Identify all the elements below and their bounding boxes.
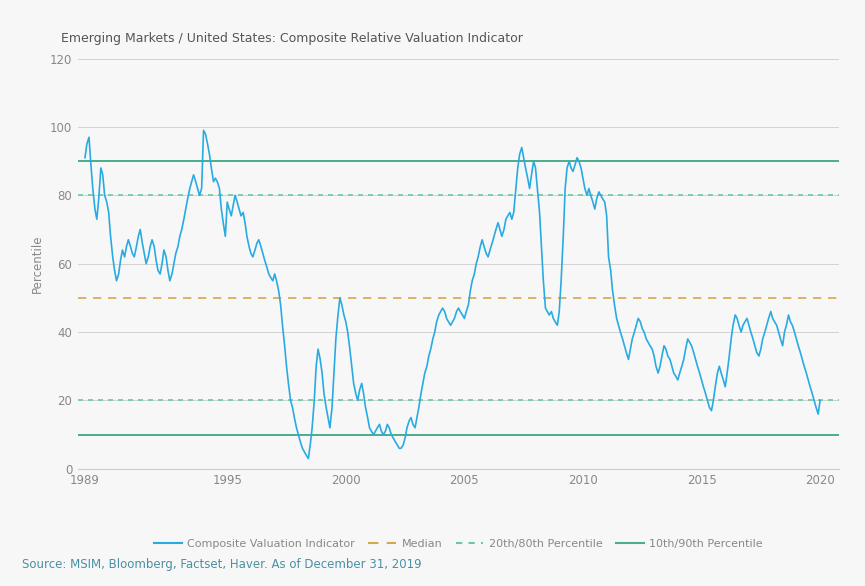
Text: Emerging Markets / United States: Composite Relative Valuation Indicator: Emerging Markets / United States: Compos… (61, 32, 522, 45)
Y-axis label: Percentile: Percentile (31, 234, 44, 293)
Text: Source: MSIM, Bloomberg, Factset, Haver. As of December 31, 2019: Source: MSIM, Bloomberg, Factset, Haver.… (22, 558, 421, 571)
Legend: Composite Valuation Indicator, Median, 20th/80th Percentile, 10th/90th Percentil: Composite Valuation Indicator, Median, 2… (150, 534, 767, 554)
